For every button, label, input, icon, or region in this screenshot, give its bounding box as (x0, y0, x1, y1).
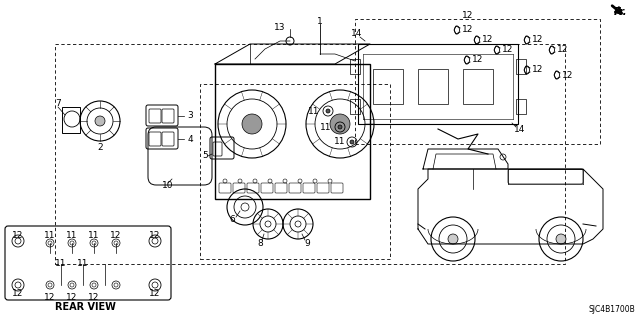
Text: 13: 13 (275, 23, 285, 32)
Text: 8: 8 (257, 239, 263, 248)
Text: 11: 11 (88, 231, 100, 240)
Bar (516, 99, 526, 114)
Text: 11: 11 (308, 107, 320, 115)
Text: REAR VIEW: REAR VIEW (54, 302, 115, 312)
Circle shape (556, 234, 566, 244)
Circle shape (338, 125, 342, 129)
Text: 2: 2 (97, 144, 103, 152)
Text: 12: 12 (462, 26, 474, 34)
Bar (358, 44, 518, 124)
Circle shape (326, 109, 330, 113)
Text: 1: 1 (317, 17, 323, 26)
Text: 11: 11 (67, 231, 77, 240)
Text: 12: 12 (462, 11, 474, 20)
Text: 10: 10 (163, 182, 173, 190)
Circle shape (330, 114, 350, 134)
Text: 14: 14 (351, 29, 363, 39)
Text: 12: 12 (502, 46, 514, 55)
Text: 7: 7 (55, 100, 61, 108)
Bar (373, 69, 403, 104)
Circle shape (242, 114, 262, 134)
Text: 12: 12 (472, 56, 484, 64)
Text: 11: 11 (320, 122, 332, 131)
Bar (355, 19, 600, 144)
Bar (62, 107, 80, 133)
Bar (200, 84, 390, 259)
Text: 3: 3 (187, 112, 193, 121)
Text: 12: 12 (110, 231, 122, 240)
Bar (215, 64, 370, 199)
Text: 11: 11 (77, 259, 89, 269)
Text: Fr.: Fr. (614, 7, 628, 17)
Text: 12: 12 (88, 293, 100, 301)
Text: 12: 12 (149, 288, 161, 298)
Circle shape (448, 234, 458, 244)
Text: 5: 5 (202, 152, 208, 160)
Text: 12: 12 (557, 46, 569, 55)
Text: 11: 11 (334, 137, 346, 146)
Text: 6: 6 (229, 214, 235, 224)
Circle shape (350, 140, 354, 144)
Bar (516, 59, 526, 74)
Bar (55, 44, 565, 264)
Text: 12: 12 (563, 70, 573, 79)
Text: 11: 11 (44, 231, 56, 240)
Text: 12: 12 (483, 35, 493, 44)
Text: 12: 12 (532, 35, 544, 44)
Text: SJC4B1700B: SJC4B1700B (588, 305, 635, 314)
Bar (350, 59, 360, 74)
Text: 9: 9 (304, 239, 310, 248)
Bar (418, 69, 448, 104)
Bar (350, 99, 360, 114)
Text: 12: 12 (12, 231, 24, 240)
Bar (463, 69, 493, 104)
Text: 12: 12 (149, 231, 161, 240)
Text: 4: 4 (187, 135, 193, 144)
Text: 12: 12 (44, 293, 56, 301)
Text: 12: 12 (67, 293, 77, 301)
Circle shape (95, 116, 105, 126)
Text: 12: 12 (12, 288, 24, 298)
Text: 11: 11 (55, 259, 67, 269)
Text: 12: 12 (532, 65, 544, 75)
Text: 14: 14 (515, 124, 525, 133)
